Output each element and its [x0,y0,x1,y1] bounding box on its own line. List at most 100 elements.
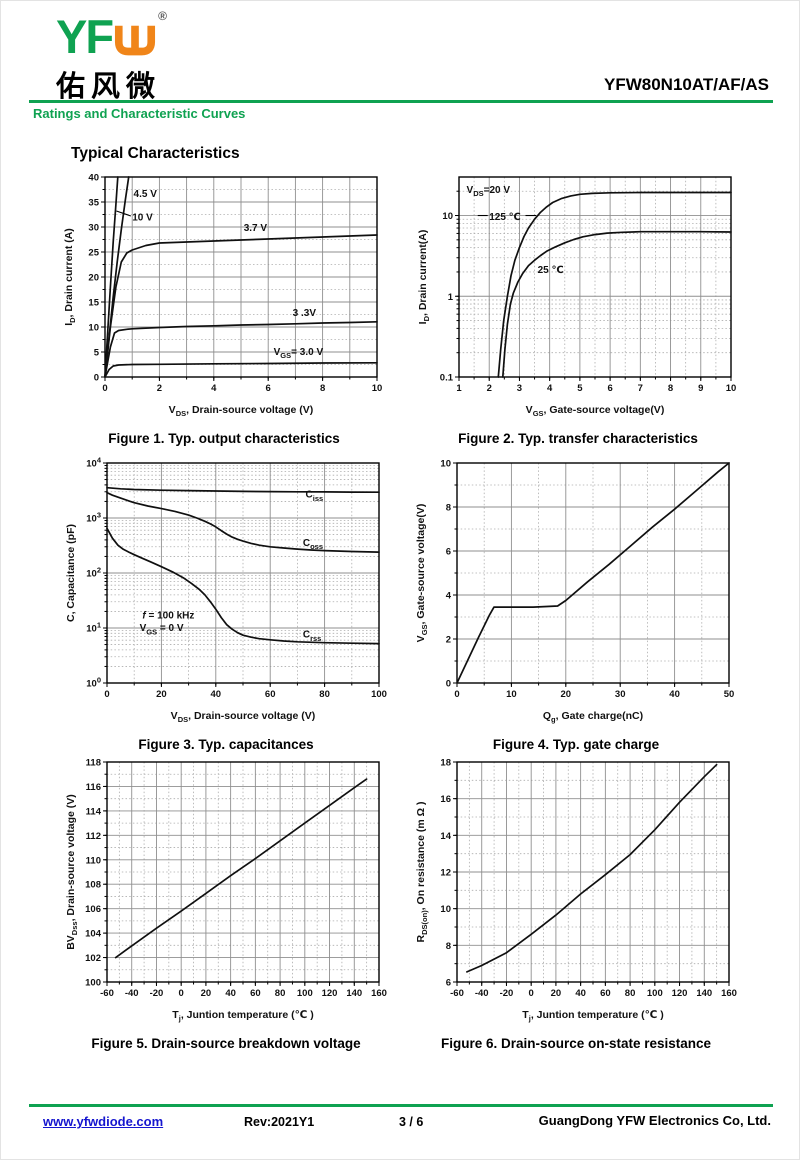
yfw-logo: YF ® 佑风微 [56,9,167,105]
section-title: Ratings and Characteristic Curves [33,106,246,121]
svg-text:5: 5 [94,348,100,359]
svg-text:-20: -20 [500,988,514,999]
svg-text:Coss: Coss [303,538,323,551]
svg-text:80: 80 [319,689,330,700]
page-heading: Typical Characteristics [71,145,240,162]
svg-text:Tj, Juntion temperature (℃ ): Tj, Juntion temperature (℃ ) [522,1009,663,1023]
svg-text:112: 112 [86,831,101,842]
svg-text:18: 18 [440,758,451,769]
svg-text:101: 101 [86,621,101,635]
website-link[interactable]: www.yfwdiode.com [43,1114,164,1129]
svg-text:2: 2 [157,383,162,394]
figure-1-output-characteristics: 0 2 4 6 8 10 0 5 10 15 20 25 30 35 40 VDS, Drain-source… [59,169,389,447]
figure-6-caption: Figure 6. Drain-source on-state resistan… [440,1036,712,1051]
svg-text:Ciss: Ciss [306,490,324,503]
svg-text:40: 40 [225,988,236,999]
svg-text:Qg, Gate charge(nC): Qg, Gate charge(nC) [543,710,643,724]
svg-text:114: 114 [86,806,102,817]
figure-5-caption: Figure 5. Drain-source breakdown voltage [91,1036,361,1051]
svg-text:f = 100 kHz: f = 100 kHz [142,610,194,621]
figure-5-breakdown-voltage: -60 -40 -20 0 20 40 60 80 100 120 140 160 100 102 104 1… [61,754,391,1052]
logo-w-icon [115,25,156,56]
svg-text:0.1: 0.1 [440,373,454,384]
chart-canvas-fig1: 0 2 4 6 8 10 0 5 10 15 20 25 30 35 40 VDS, Drain-source… [63,173,382,419]
svg-text:14: 14 [440,831,451,842]
svg-text:VDS, Drain-source voltage (V): VDS, Drain-source voltage (V) [171,710,316,724]
svg-text:106: 106 [85,904,101,915]
svg-text:108: 108 [85,880,101,891]
svg-text:116: 116 [86,782,101,793]
svg-text:12: 12 [440,868,451,879]
svg-text:100: 100 [85,978,101,989]
svg-text:0: 0 [94,373,99,384]
figure-3-caption: Figure 3. Typ. capacitances [138,737,314,752]
svg-text:3: 3 [517,383,522,394]
svg-text:30: 30 [88,223,99,234]
svg-text:103: 103 [86,511,101,525]
figure-4-caption: Figure 4. Typ. gate charge [492,737,660,752]
svg-text:ID, Drain current(A): ID, Drain current(A) [417,230,431,325]
chart-canvas-fig6: -60 -40 -20 0 20 40 60 80 100 120 140 160 6 8 10 12 14 16… [415,758,737,1024]
svg-text:10: 10 [88,323,99,334]
svg-text:125 ℃: 125 ℃ [489,212,521,223]
svg-text:9: 9 [698,383,703,394]
svg-text:2: 2 [487,383,492,394]
svg-text:100: 100 [297,988,313,999]
footer-page-number: 3 / 6 [399,1115,424,1129]
svg-text:104: 104 [85,929,102,940]
svg-text:118: 118 [86,758,101,769]
svg-text:1: 1 [456,383,462,394]
svg-text:8: 8 [446,503,451,514]
svg-text:10: 10 [726,383,737,394]
figure-4-gate-charge: 0 10 20 30 40 50 0 2 4 6 8 10 Qg, Gate charge(nC) VGS… [411,455,741,753]
figure-3-capacitances: 0 20 40 60 80 100 100 101 102 103 104 VDS, Drain-so… [61,455,391,753]
svg-text:25 ℃: 25 ℃ [538,265,564,276]
figure-6-plot: -60 -40 -20 0 20 40 60 80 100 120 140 160 6 8 10 12 14 16… [411,754,741,1031]
logo-row: YF ® [56,9,167,61]
svg-text:10 V: 10 V [132,213,153,224]
footer-rule [29,1104,773,1107]
svg-text:ID, Drain current (A): ID, Drain current (A) [63,228,77,326]
svg-text:6: 6 [446,978,451,989]
svg-text:20: 20 [201,988,212,999]
footer-company: GuangDong YFW Electronics Co, Ltd. [538,1113,771,1128]
svg-text:80: 80 [275,988,286,999]
svg-text:VDS, Drain-source voltage (V): VDS, Drain-source voltage (V) [169,404,314,418]
svg-text:10: 10 [440,904,451,915]
svg-text:4: 4 [547,383,553,394]
svg-text:4: 4 [446,591,452,602]
svg-text:VGS= 3.0 V: VGS= 3.0 V [274,347,324,360]
svg-text:160: 160 [371,988,387,999]
svg-text:120: 120 [672,988,688,999]
svg-text:140: 140 [346,988,362,999]
svg-text:10: 10 [506,689,517,700]
svg-text:100: 100 [371,689,387,700]
svg-text:6: 6 [266,383,271,394]
svg-text:VGS = 0 V: VGS = 0 V [140,623,184,636]
svg-text:60: 60 [600,988,611,999]
svg-text:0: 0 [179,988,184,999]
chart-canvas-fig4: 0 10 20 30 40 50 0 2 4 6 8 10 Qg, Gate charge(nC) VGS… [415,459,734,725]
figure-1-caption: Figure 1. Typ. output characteristics [108,431,340,446]
registered-mark: ® [158,9,167,23]
logo-text-yf: YF [56,10,114,63]
svg-text:60: 60 [250,988,261,999]
figure-3-plot: 0 20 40 60 80 100 100 101 102 103 104 VDS, Drain-so… [61,455,391,732]
svg-text:-40: -40 [475,988,489,999]
svg-text:VGS, Gate-source voltage(V): VGS, Gate-source voltage(V) [526,404,665,418]
svg-text:160: 160 [721,988,737,999]
svg-text:25: 25 [88,248,99,259]
svg-text:0: 0 [102,383,107,394]
svg-text:102: 102 [85,953,101,964]
svg-text:-20: -20 [150,988,164,999]
svg-text:40: 40 [669,689,680,700]
figure-2-caption: Figure 2. Typ. transfer characteristics [458,431,698,446]
svg-text:6: 6 [607,383,612,394]
svg-text:20: 20 [551,988,562,999]
svg-text:20: 20 [156,689,167,700]
svg-text:BVDss, Drain-source voltage (V: BVDss, Drain-source voltage (V) [65,794,79,950]
svg-text:RDS(on), On resistance (m Ω ): RDS(on), On resistance (m Ω ) [415,802,429,943]
svg-text:6: 6 [446,547,451,558]
